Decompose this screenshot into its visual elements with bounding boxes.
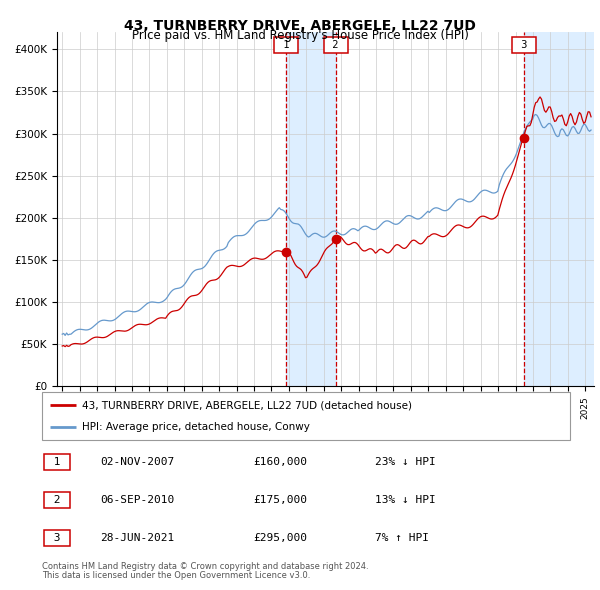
Text: This data is licensed under the Open Government Licence v3.0.: This data is licensed under the Open Gov… (42, 571, 310, 579)
Text: £160,000: £160,000 (253, 457, 307, 467)
Text: 3: 3 (515, 40, 533, 50)
Text: 43, TURNBERRY DRIVE, ABERGELE, LL22 7UD: 43, TURNBERRY DRIVE, ABERGELE, LL22 7UD (124, 19, 476, 33)
Text: 2: 2 (47, 495, 67, 505)
Text: 7% ↑ HPI: 7% ↑ HPI (374, 533, 428, 543)
Bar (286, 32, 335, 386)
Text: 2: 2 (326, 40, 345, 50)
Text: 43, TURNBERRY DRIVE, ABERGELE, LL22 7UD (detached house): 43, TURNBERRY DRIVE, ABERGELE, LL22 7UD … (82, 400, 412, 410)
Text: 1: 1 (277, 40, 295, 50)
Text: HPI: Average price, detached house, Conwy: HPI: Average price, detached house, Conw… (82, 422, 310, 432)
Text: £295,000: £295,000 (253, 533, 307, 543)
Text: 06-SEP-2010: 06-SEP-2010 (100, 495, 175, 505)
Text: 1: 1 (47, 457, 67, 467)
Text: 23% ↓ HPI: 23% ↓ HPI (374, 457, 436, 467)
Text: 3: 3 (47, 533, 67, 543)
Text: 28-JUN-2021: 28-JUN-2021 (100, 533, 175, 543)
Bar (524, 32, 594, 386)
Text: Contains HM Land Registry data © Crown copyright and database right 2024.: Contains HM Land Registry data © Crown c… (42, 562, 368, 571)
Text: 13% ↓ HPI: 13% ↓ HPI (374, 495, 436, 505)
Text: £175,000: £175,000 (253, 495, 307, 505)
FancyBboxPatch shape (42, 392, 570, 440)
Text: Price paid vs. HM Land Registry's House Price Index (HPI): Price paid vs. HM Land Registry's House … (131, 30, 469, 42)
Text: 02-NOV-2007: 02-NOV-2007 (100, 457, 175, 467)
